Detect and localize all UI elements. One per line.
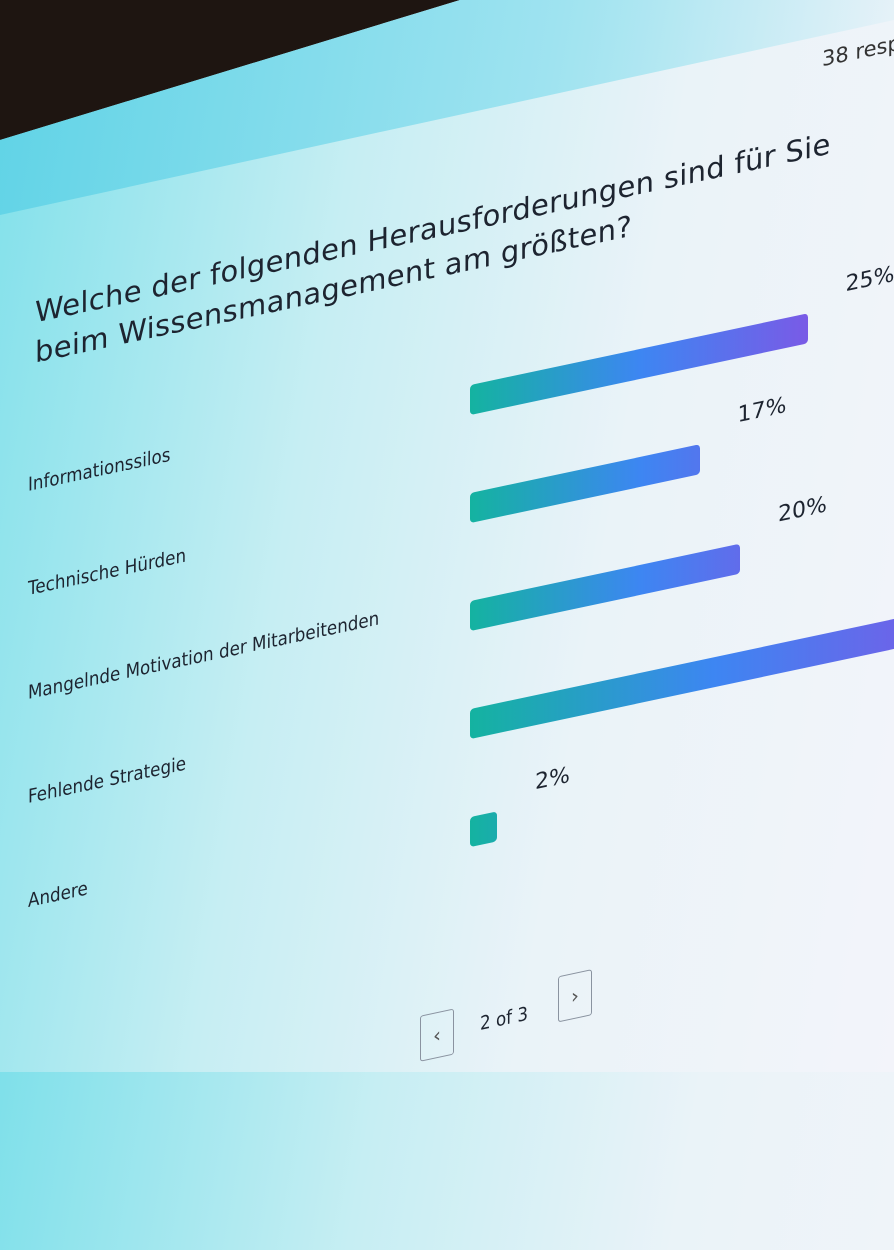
response-count: 38 resp — [822, 31, 894, 72]
next-button[interactable]: › — [558, 969, 592, 1022]
value-label: 20% — [778, 492, 827, 527]
category-label: Informationssilos — [28, 444, 170, 496]
category-label: Andere — [28, 877, 88, 912]
pagination: ‹ 2 of 3 › — [420, 973, 620, 1066]
prev-button[interactable]: ‹ — [420, 1008, 454, 1061]
value-label: 2% — [535, 763, 570, 795]
bar — [470, 606, 894, 739]
bar — [470, 811, 497, 847]
category-label: Technische Hürden — [28, 544, 186, 600]
value-label: 25% — [846, 262, 894, 297]
bar — [470, 544, 740, 631]
page: 38 resp Welche der folgenden Herausforde… — [0, 0, 894, 1072]
category-label: Mangelnde Motivation der Mitarbeitenden — [28, 607, 379, 704]
page-indicator: 2 of 3 — [480, 1003, 528, 1035]
category-label: Fehlende Strategie — [28, 752, 186, 808]
value-label: 17% — [738, 393, 787, 428]
bar — [470, 444, 700, 523]
